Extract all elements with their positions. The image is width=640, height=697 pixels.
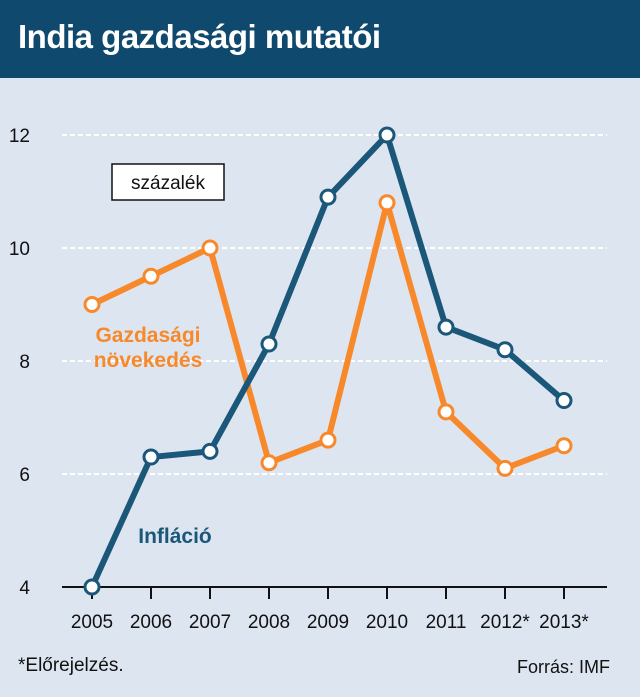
data-point bbox=[378, 194, 396, 212]
y-tick-label: 4 bbox=[19, 578, 30, 599]
series-label: növekedés bbox=[94, 349, 203, 372]
data-point bbox=[378, 126, 396, 144]
x-tick-label: 2010 bbox=[366, 612, 408, 633]
data-point bbox=[201, 239, 219, 257]
data-point bbox=[142, 267, 160, 285]
y-tick-label: 12 bbox=[9, 126, 30, 147]
y-tick-label: 10 bbox=[9, 239, 30, 260]
source-note: Forrás: IMF bbox=[517, 657, 610, 677]
series bbox=[83, 126, 573, 596]
data-point bbox=[142, 448, 160, 466]
x-axis-ticks: 2005 2006 2007 2008 2009 2010 2011 2012* 2013* bbox=[71, 587, 589, 633]
data-point bbox=[83, 578, 101, 596]
data-point bbox=[201, 442, 219, 460]
unit-label: százalék bbox=[131, 173, 205, 194]
x-tick-label: 2013* bbox=[539, 612, 589, 633]
chart-title: India gazdasági mutatói bbox=[18, 18, 381, 55]
series-inflation bbox=[83, 126, 573, 596]
data-point bbox=[496, 341, 514, 359]
x-tick-label: 2007 bbox=[189, 612, 231, 633]
series-growth bbox=[83, 194, 573, 477]
x-tick-label: 2006 bbox=[130, 612, 172, 633]
series-label: Infláció bbox=[138, 525, 212, 548]
line-chart: 4 6 8 10 12 2005 2006 2007 2008 2009 2010 2011 2012… bbox=[9, 126, 607, 633]
data-point bbox=[319, 188, 337, 206]
header-bar: India gazdasági mutatói bbox=[0, 0, 640, 78]
x-tick-label: 2011 bbox=[426, 612, 467, 633]
x-tick-label: 2012* bbox=[480, 612, 530, 633]
data-point bbox=[260, 335, 278, 353]
data-point bbox=[319, 431, 337, 449]
unit-label-box: százalék bbox=[111, 163, 225, 201]
y-tick-label: 6 bbox=[19, 465, 30, 486]
data-point bbox=[496, 459, 514, 477]
data-point bbox=[555, 437, 573, 455]
y-axis-ticks: 4 6 8 10 12 bbox=[9, 126, 31, 599]
data-point bbox=[437, 318, 455, 336]
gridlines bbox=[62, 134, 607, 475]
data-point bbox=[260, 454, 278, 472]
data-point bbox=[437, 403, 455, 421]
x-tick-label: 2005 bbox=[71, 612, 113, 633]
data-point bbox=[555, 392, 573, 410]
y-tick-label: 8 bbox=[19, 352, 30, 373]
data-point bbox=[83, 296, 101, 313]
footnote: *Előrejelzés. bbox=[18, 655, 124, 676]
x-tick-label: 2008 bbox=[248, 612, 290, 633]
x-tick-label: 2009 bbox=[307, 612, 349, 633]
series-label: Gazdasági bbox=[95, 324, 200, 347]
